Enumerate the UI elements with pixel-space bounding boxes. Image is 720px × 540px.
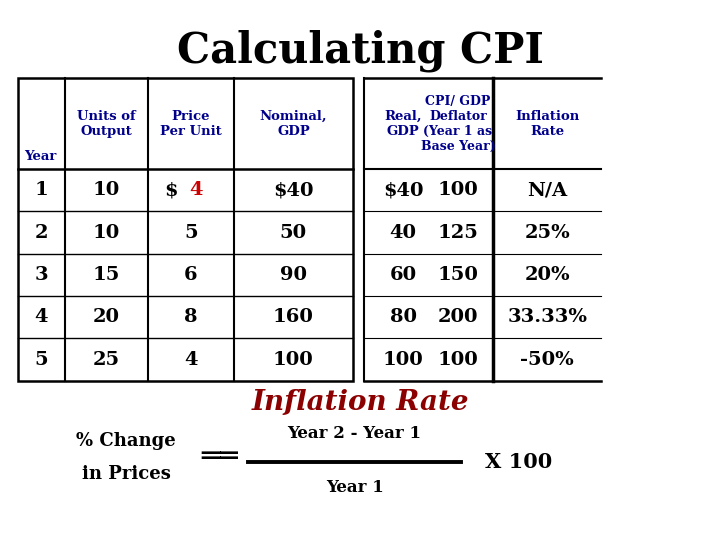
Text: in Prices: in Prices [81,464,171,483]
Text: Inflation Rate: Inflation Rate [251,389,469,416]
Text: Year 2 - Year 1: Year 2 - Year 1 [287,425,422,442]
Text: CPI/ GDP
Deflator
(Year 1 as
Base Year): CPI/ GDP Deflator (Year 1 as Base Year) [420,94,495,153]
Text: 100: 100 [273,350,314,368]
Text: 15: 15 [92,266,120,284]
Text: 150: 150 [438,266,478,284]
Text: 5: 5 [184,224,197,241]
Text: 40: 40 [390,224,417,241]
Text: 25: 25 [93,350,120,368]
Text: 125: 125 [438,224,478,241]
Text: Year 1: Year 1 [325,479,384,496]
Text: 1: 1 [35,181,48,199]
Bar [18,78,353,381]
Text: 90: 90 [280,266,307,284]
Text: 50: 50 [280,224,307,241]
Text: Real,
GDP: Real, GDP [384,110,422,138]
Text: % Change: % Change [76,432,176,450]
Text: 33.33%: 33.33% [507,308,588,326]
Text: 4: 4 [189,181,203,199]
Text: 20: 20 [93,308,120,326]
Text: 2: 2 [35,224,48,241]
Text: 4: 4 [184,350,197,368]
Text: Price
Per Unit: Price Per Unit [160,110,222,138]
Text: 3: 3 [35,266,48,284]
Text: 60: 60 [390,266,417,284]
Text: 20%: 20% [524,266,570,284]
Text: ══: ══ [201,442,238,473]
Text: 160: 160 [273,308,314,326]
Text: N/A: N/A [527,181,567,199]
Text: $: $ [165,181,185,199]
Text: $40: $40 [273,181,314,199]
Text: 8: 8 [184,308,197,326]
Text: 25%: 25% [524,224,570,241]
Text: Year: Year [24,150,56,163]
Text: X 100: X 100 [485,451,552,472]
Text: Nominal,
GDP: Nominal, GDP [260,110,327,138]
Text: 6: 6 [184,266,197,284]
Text: Units of
Output: Units of Output [77,110,135,138]
Text: 10: 10 [93,181,120,199]
Text: -50%: -50% [521,350,574,368]
Text: 100: 100 [438,350,478,368]
Text: $40: $40 [383,181,423,199]
Text: 80: 80 [390,308,417,326]
Text: 100: 100 [383,350,423,368]
Text: 100: 100 [438,181,478,199]
Text: Inflation
Rate: Inflation Rate [515,110,580,138]
Text: 5: 5 [35,350,48,368]
Text: Calculating CPI: Calculating CPI [176,30,544,72]
Text: 10: 10 [93,224,120,241]
Text: 4: 4 [35,308,48,326]
Text: 200: 200 [438,308,478,326]
